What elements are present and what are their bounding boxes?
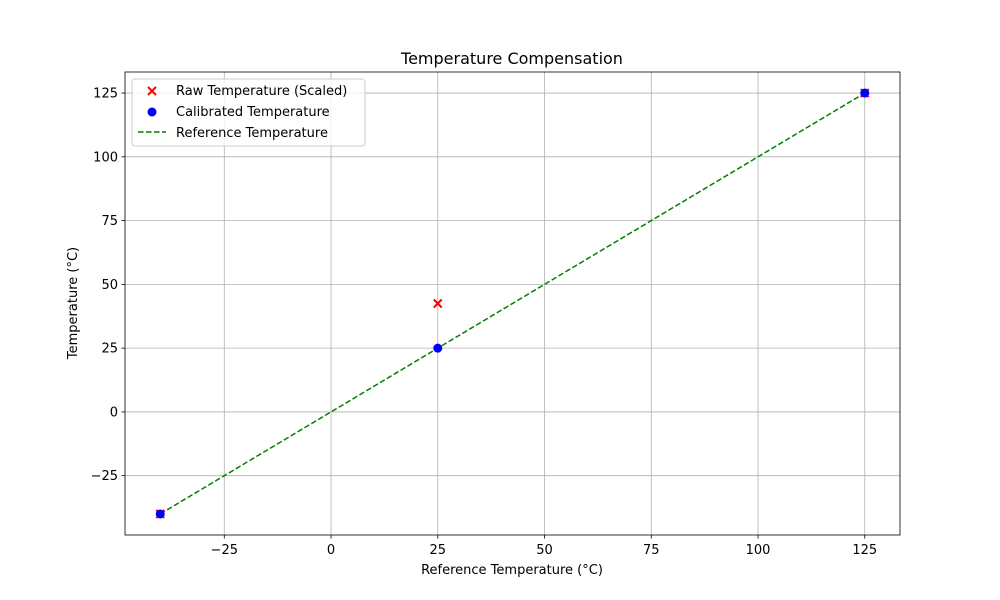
x-tick-label-6: 125 xyxy=(852,543,877,558)
legend-raw-marker xyxy=(147,86,157,96)
legend-calibrated-marker xyxy=(147,107,157,117)
x-tick-label-2: 25 xyxy=(430,543,447,558)
y-tick-label-3: 50 xyxy=(101,278,118,293)
y-axis-label: Temperature (°C) xyxy=(66,247,81,360)
raw-temperature-point-1 xyxy=(433,298,443,309)
axes xyxy=(124,71,901,536)
calibrated-temperature-point-0 xyxy=(155,509,165,519)
legend-label-reference: Reference Temperature xyxy=(176,126,328,141)
x-tick-label-3: 50 xyxy=(536,543,553,558)
y-tick-label-0: −25 xyxy=(91,469,118,484)
legend-x-glyph xyxy=(147,86,157,96)
x-axis-label: Reference Temperature (°C) xyxy=(421,563,603,578)
y-tick-label-4: 75 xyxy=(101,214,118,229)
y-tick-label-2: 25 xyxy=(101,342,118,357)
plot-frame xyxy=(124,71,901,536)
legend-label-calibrated: Calibrated Temperature xyxy=(176,105,330,120)
y-tick-label-1: 0 xyxy=(110,405,118,420)
y-tick-label-6: 125 xyxy=(93,87,118,102)
legend-label-raw: Raw Temperature (Scaled) xyxy=(176,84,347,99)
legend: Raw Temperature (Scaled) Calibrated Temp… xyxy=(131,78,366,147)
chart-title: Temperature Compensation xyxy=(400,49,623,68)
x-tick-label-4: 75 xyxy=(643,543,660,558)
x-tick-label-0: −25 xyxy=(211,543,238,558)
data-series xyxy=(155,88,870,519)
calibrated-temperature-point-2 xyxy=(860,88,870,98)
reference-temperature-line xyxy=(159,92,866,515)
legend-frame xyxy=(131,78,366,147)
x-tick-label-1: 0 xyxy=(327,543,335,558)
x-tick-label-5: 100 xyxy=(746,543,771,558)
y-tick-label-5: 100 xyxy=(93,150,118,165)
calibrated-temperature-point-1 xyxy=(433,343,443,353)
tick-labels: −25 0 25 50 75 100 125 −25 0 25 50 75 100 125 xyxy=(91,87,878,558)
